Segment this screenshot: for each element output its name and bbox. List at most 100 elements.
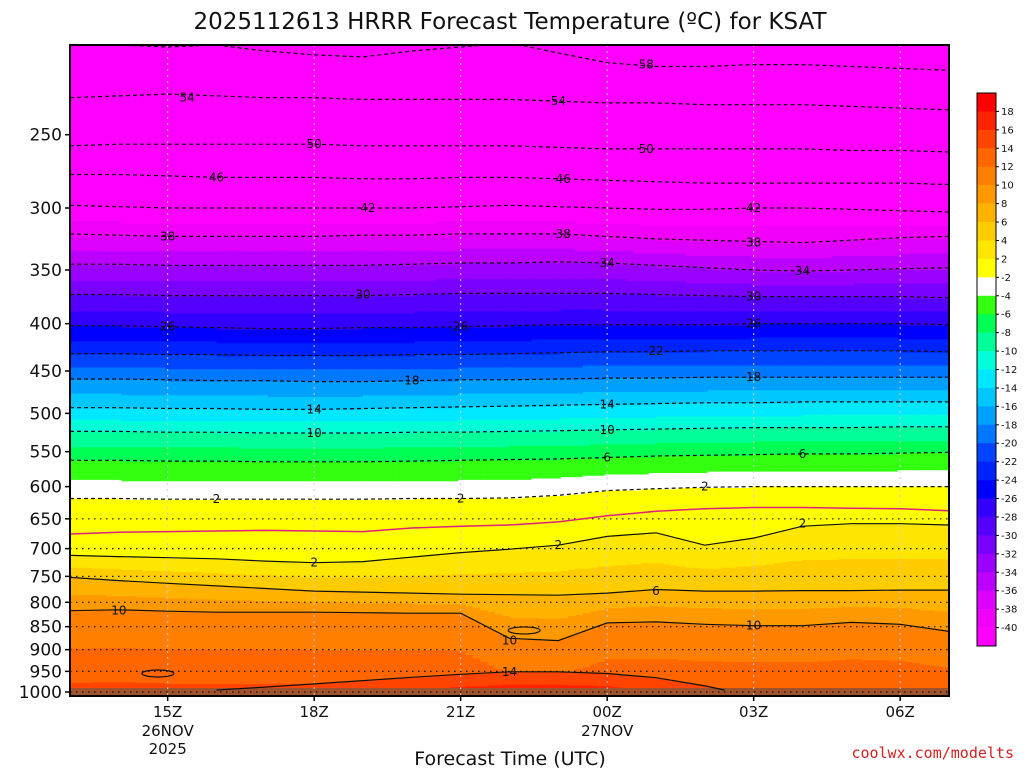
fill-cell [582,379,591,393]
fill-cell [546,233,555,250]
fill-cell [875,591,884,609]
fill-cell [443,395,452,410]
x-tick-label: 18Z [299,703,328,721]
fill-cell [84,294,93,313]
fill-cell [91,447,101,462]
fill-cell [846,454,855,473]
fill-cell [428,613,438,652]
fill-cell [121,461,130,483]
fill-cell [648,253,657,267]
fill-cell [831,559,840,592]
fill-cell [165,598,174,614]
fill-cell [135,45,145,225]
fill-cell [765,390,774,405]
fill-cell [846,441,855,456]
colorbar-label: -38 [1001,605,1017,616]
fill-cell [128,327,137,343]
fill-cell [714,365,723,379]
fill-cell [121,265,130,283]
fill-cell [736,609,745,627]
fill-cell [802,441,811,456]
fill-cell [582,418,591,432]
fill-cell [729,661,738,696]
fill-cell [91,610,101,649]
fill-cell [795,296,804,313]
fill-cell [509,367,518,381]
fill-cell [692,365,701,379]
fill-cell [333,481,342,501]
fill-cell [897,427,906,443]
fill-cell [780,258,789,274]
fill-cell [685,378,694,393]
fill-cell [99,610,108,649]
fill-cell [729,378,738,391]
fill-cell [480,263,489,280]
fill-cell [77,408,86,421]
fill-cell [289,601,298,614]
colorbar-swatch [977,480,996,499]
fill-cell [472,406,481,421]
fill-cell [912,414,921,429]
fill-cell [919,628,928,666]
fill-cell [106,408,115,421]
fill-cell [494,341,503,356]
fill-cell [897,453,906,472]
fill-cell [765,311,774,325]
fill-cell [809,378,818,391]
fill-cell [480,419,489,433]
credit-text[interactable]: coolwx.com/modelts [851,744,1014,762]
fill-cell [685,456,694,474]
fill-cell [699,296,709,313]
fill-cell [531,279,540,296]
fill-cell [875,350,884,367]
fill-cell [135,311,145,329]
fill-cell [370,369,379,383]
fill-cell [399,369,408,383]
fill-cell [304,461,313,483]
fill-cell [531,639,540,674]
fill-cell [656,352,665,367]
fill-cell [590,223,599,238]
fill-cell [216,410,225,423]
fill-cell [795,661,804,696]
fill-cell [692,543,701,569]
fill-cell [472,327,481,343]
x-tick-date: 27NOV [581,722,634,740]
fill-cell [201,395,210,410]
fill-cell [458,406,467,421]
fill-cell [91,432,101,449]
fill-cell [553,354,562,369]
fill-cell [817,258,826,274]
fill-cell [568,405,577,419]
fill-cell [626,457,635,476]
fill-cell [597,491,606,539]
fill-cell [883,255,892,271]
fill-cell [333,223,342,238]
fill-cell [399,576,408,594]
fill-cell [597,294,606,311]
fill-cell [348,236,357,252]
fill-cell [699,442,709,457]
fill-cell [509,460,518,481]
fill-cell [641,226,650,240]
fill-cell [304,369,313,383]
fill-cell [377,296,386,315]
fill-cell [465,654,474,675]
fill-cell [670,253,679,269]
fill-cell [223,612,232,651]
fill-cell [831,285,840,298]
fill-cell [231,421,240,435]
fill-cell [348,461,357,483]
fill-cell [238,251,247,267]
fill-cell [157,583,167,599]
fill-cell [721,416,731,430]
fill-cell [597,661,606,675]
fill-cell [883,486,892,525]
fill-cell [729,625,738,663]
fill-cell [319,563,328,579]
fill-cell [780,323,789,339]
fill-cell [648,457,657,474]
fill-cell [824,323,833,339]
fill-cell [414,447,423,463]
fill-cell [458,595,467,606]
